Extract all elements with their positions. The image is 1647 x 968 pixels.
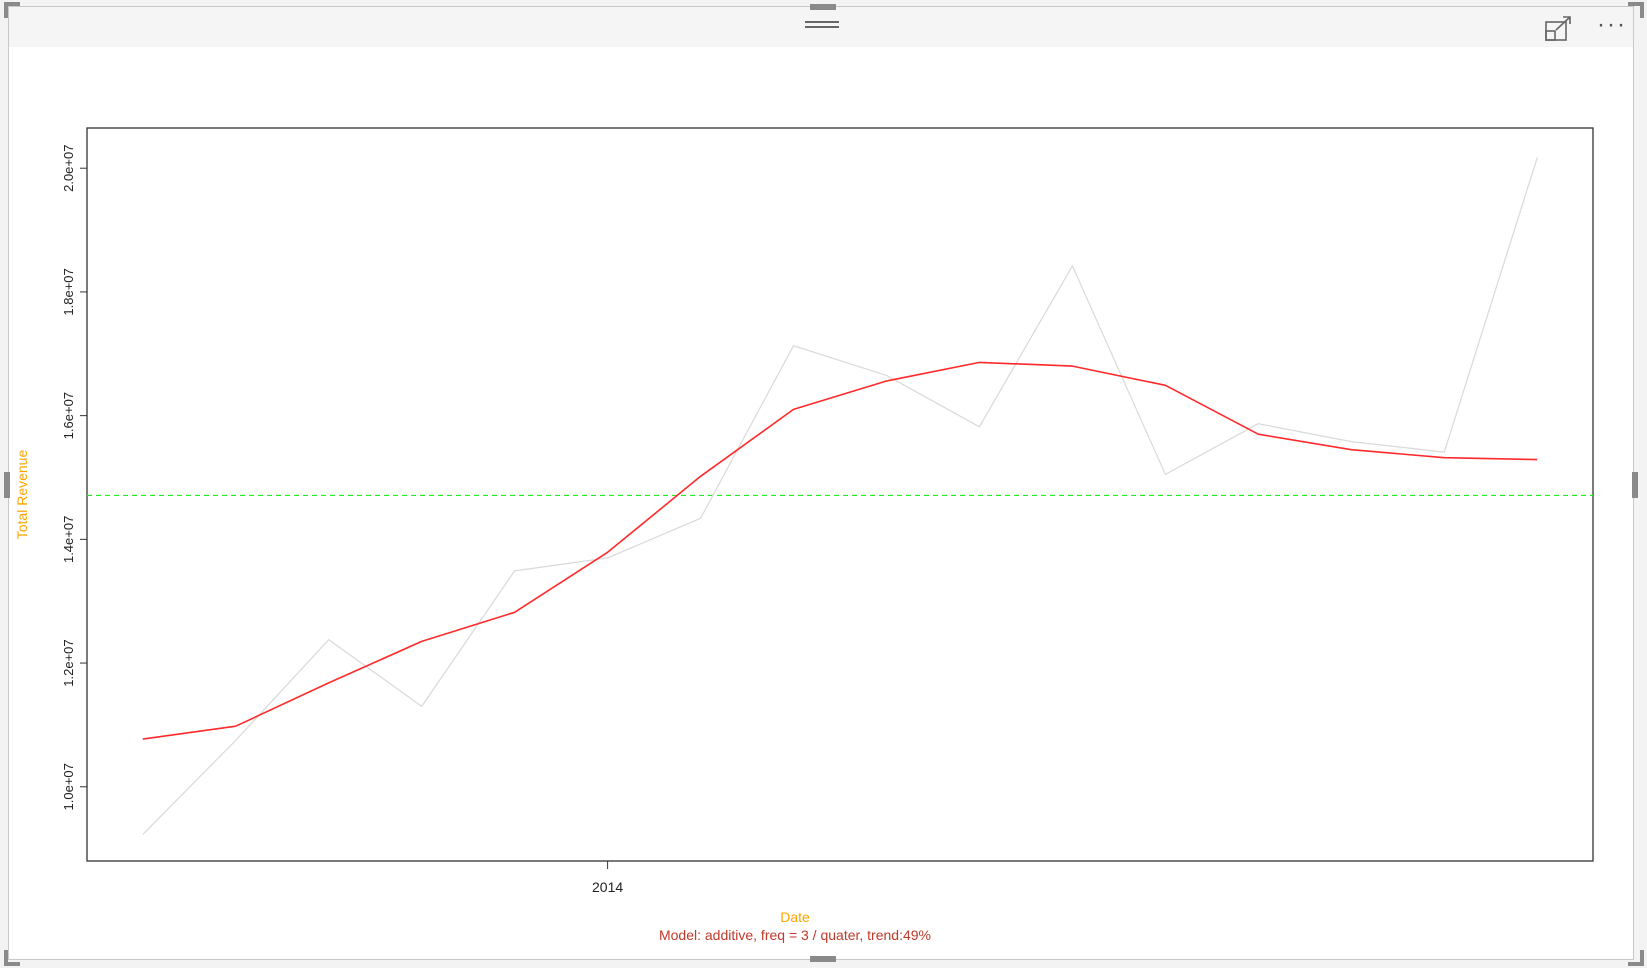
drag-handle-icon[interactable]	[805, 19, 839, 33]
x-tick-label: 2014	[592, 879, 623, 895]
more-options-icon[interactable]: ···	[1597, 11, 1627, 38]
plot-frame	[86, 127, 1594, 862]
resize-corner-bottom-right[interactable]	[1628, 950, 1644, 966]
y-axis-label: Total Revenue	[14, 450, 30, 540]
chart-visual-container[interactable]: ··· 1.0e+07 1.2e+07 1.4e+07 1.6e+07 1.8e+07 2…	[8, 6, 1634, 960]
series-line-trend	[142, 361, 1538, 740]
y-tick-label: 1.2e+07	[61, 639, 76, 686]
visual-header: ···	[9, 7, 1633, 47]
chart-subtitle: Model: additive, freq = 3 / quater, tren…	[659, 927, 931, 943]
y-tick-label: 1.4e+07	[61, 516, 76, 563]
resize-handle-bottom[interactable]	[810, 956, 836, 962]
y-tick-label: 1.6e+07	[61, 392, 76, 439]
series-line-observed	[142, 157, 1538, 835]
resize-corner-top-left[interactable]	[4, 2, 20, 18]
resize-handle-top[interactable]	[810, 4, 836, 10]
resize-corner-bottom-left[interactable]	[4, 950, 20, 966]
y-tick-label: 1.0e+07	[61, 763, 76, 810]
y-tick-label: 1.8e+07	[61, 268, 76, 315]
resize-handle-left[interactable]	[4, 472, 10, 498]
y-tick-label: 2.0e+07	[61, 145, 76, 192]
line-chart: 1.0e+07 1.2e+07 1.4e+07 1.6e+07 1.8e+07 2.0e+…	[14, 127, 1594, 943]
resize-corner-top-right[interactable]	[1628, 2, 1644, 18]
x-axis-label: Date	[780, 909, 810, 925]
focus-mode-icon[interactable]	[1544, 15, 1574, 43]
resize-handle-right[interactable]	[1632, 472, 1638, 498]
